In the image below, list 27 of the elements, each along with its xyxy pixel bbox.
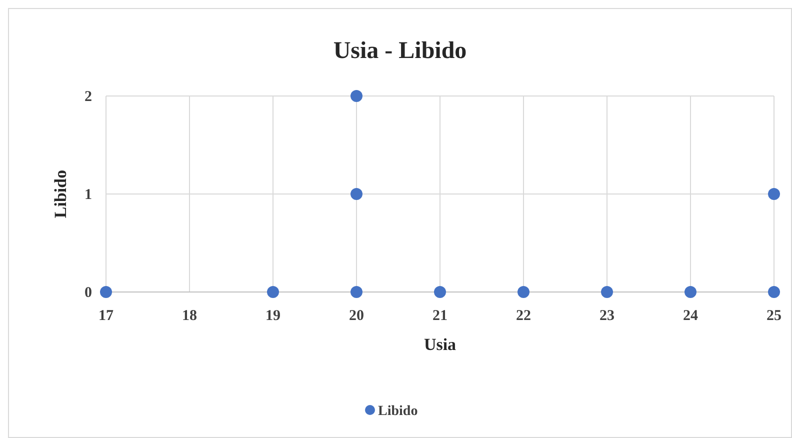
point bbox=[601, 286, 613, 298]
x-tick-label: 25 bbox=[766, 308, 782, 324]
x-tick-label: 19 bbox=[266, 308, 280, 324]
point bbox=[350, 286, 362, 298]
point bbox=[100, 286, 112, 298]
x-tick-label: 18 bbox=[182, 308, 197, 324]
x-tick-label: 22 bbox=[516, 308, 531, 324]
y-axis-title: Libido bbox=[51, 170, 70, 218]
point bbox=[768, 188, 780, 200]
x-tick-label: 20 bbox=[349, 308, 364, 324]
point bbox=[684, 286, 696, 298]
chart-title: Usia - Libido bbox=[333, 38, 467, 64]
point bbox=[768, 286, 780, 298]
x-axis-title: Usia bbox=[424, 335, 457, 354]
point bbox=[518, 286, 530, 298]
y-tick-label: 1 bbox=[84, 187, 92, 203]
x-tick-label: 23 bbox=[600, 308, 614, 324]
point bbox=[434, 286, 446, 298]
x-tick-label: 17 bbox=[98, 308, 114, 324]
point bbox=[350, 90, 362, 102]
legend-label: Libido bbox=[378, 404, 418, 419]
y-tick-label: 0 bbox=[84, 285, 92, 301]
y-tick-label: 2 bbox=[84, 89, 92, 105]
point bbox=[350, 188, 362, 200]
x-tick-label: 24 bbox=[683, 308, 698, 324]
point bbox=[267, 286, 279, 298]
x-tick-label: 21 bbox=[432, 308, 448, 324]
